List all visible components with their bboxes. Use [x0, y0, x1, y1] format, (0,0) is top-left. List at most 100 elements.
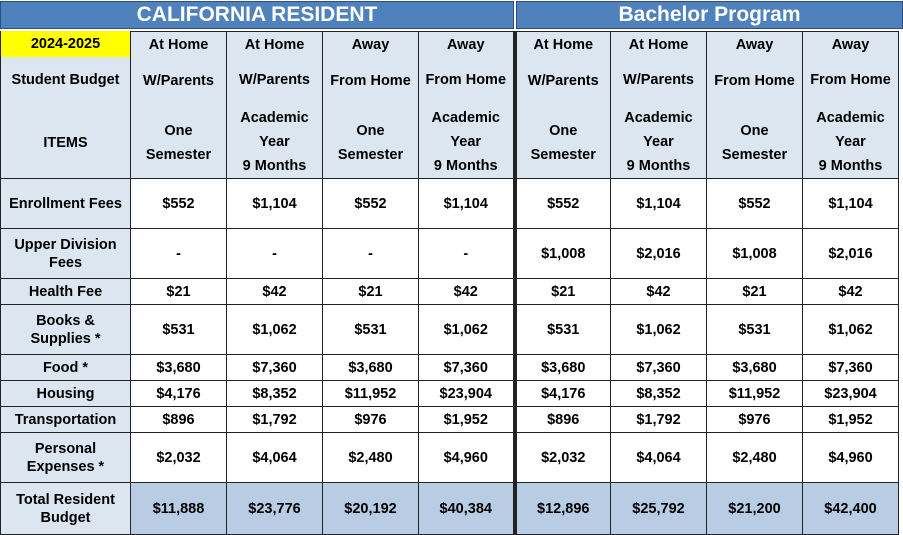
- table-row: Enrollment Fees $552 $1,104 $552 $1,104 $552 $…: [0, 178, 899, 229]
- column-header-period: One Semester: [707, 104, 802, 178]
- table-cell: $1,104: [802, 178, 899, 229]
- table-cell: $4,064: [610, 432, 707, 483]
- table-cell: $896: [512, 406, 611, 433]
- table-cell: $1,062: [226, 304, 323, 355]
- table-cell: $896: [130, 406, 227, 433]
- column-header-period: Academic Year 9 Months: [419, 102, 513, 178]
- table-cell: $3,680: [322, 354, 419, 381]
- column-header-line1: At Home: [628, 36, 689, 53]
- table-cell: $1,792: [610, 406, 707, 433]
- column-header-period: Academic Year 9 Months: [611, 102, 706, 178]
- table-cell: $8,352: [610, 380, 707, 407]
- total-row: Total Resident Budget $11,888 $23,776 $20,1…: [0, 482, 899, 535]
- year-tag: 2024-2025: [1, 31, 130, 57]
- column-header-line2: W/Parents: [623, 71, 694, 88]
- student-budget-label: Student Budget: [11, 72, 120, 88]
- column-header-3: Away From Home One Semester: [322, 31, 419, 179]
- column-header-7: Away From Home One Semester: [706, 31, 803, 179]
- column-header-period-line: One: [356, 123, 385, 139]
- table-cell: $2,480: [706, 432, 803, 483]
- table-cell: $4,176: [512, 380, 611, 407]
- column-header-period-line: Semester: [145, 147, 212, 163]
- table-row: Housing $4,176 $8,352 $11,952 $23,904 $4,176 $…: [0, 380, 899, 407]
- table-row: Food * $3,680 $7,360 $3,680 $7,360 $3,680 $7,3…: [0, 354, 899, 381]
- row-label: Housing: [0, 380, 131, 407]
- column-header-8: Away From Home Academic Year 9 Months: [802, 31, 899, 179]
- column-header-period-line: Semester: [530, 147, 596, 163]
- column-header-period-line: Academic: [431, 110, 500, 126]
- column-header-line2: From Home: [810, 71, 891, 88]
- header-label-cell: 2024-2025 Student Budget ITEMS: [0, 31, 131, 179]
- items-label: ITEMS: [1, 103, 130, 178]
- table-cell: $552: [706, 178, 803, 229]
- column-header-6: At Home W/Parents Academic Year 9 Months: [610, 31, 707, 179]
- column-header-period-line: Year: [643, 134, 674, 150]
- column-header-period-line: Year: [259, 134, 290, 150]
- row-label: Food *: [0, 354, 131, 381]
- table-cell: $531: [706, 304, 803, 355]
- column-header-period: One Semester: [517, 104, 611, 178]
- column-header-period-line: 9 Months: [818, 158, 883, 174]
- table-cell: $1,104: [226, 178, 323, 229]
- column-header-period: Academic Year 9 Months: [227, 102, 322, 178]
- table-cell: $4,960: [418, 432, 515, 483]
- total-cell: $25,792: [610, 482, 707, 535]
- column-header-line2: W/Parents: [527, 73, 599, 89]
- table-cell: $1,062: [418, 304, 515, 355]
- column-header-period-line: 9 Months: [433, 158, 498, 174]
- table-cell: $1,008: [706, 228, 803, 279]
- total-cell: $12,896: [512, 482, 611, 535]
- table-cell: $1,062: [610, 304, 707, 355]
- items-text: ITEMS: [43, 134, 88, 151]
- table-cell: -: [418, 228, 515, 279]
- table-cell: $531: [322, 304, 419, 355]
- total-cell: $20,192: [322, 482, 419, 535]
- table-cell: $2,480: [322, 432, 419, 483]
- column-header-period-line: Academic: [240, 110, 309, 126]
- total-cell: $42,400: [802, 482, 899, 535]
- table-cell: $42: [610, 278, 707, 305]
- table-row: Upper Division Fees - - - - $1,008 $2,016 $1,00…: [0, 228, 899, 279]
- table-cell: $1,104: [610, 178, 707, 229]
- column-header-line1: At Home: [533, 37, 594, 53]
- column-header-1: At Home W/Parents One Semester: [130, 31, 227, 179]
- table-cell: $7,360: [226, 354, 323, 381]
- table-cell: $531: [130, 304, 227, 355]
- table-cell: $42: [802, 278, 899, 305]
- column-header-line1: Away: [831, 36, 870, 53]
- column-header-period-line: Academic: [816, 110, 885, 126]
- table-cell: $1,952: [802, 406, 899, 433]
- row-label: Books & Supplies *: [0, 304, 131, 355]
- column-header-line2: W/Parents: [143, 73, 214, 89]
- column-header-line2: From Home: [425, 71, 507, 88]
- table-cell: $21: [706, 278, 803, 305]
- table-cell: $42: [418, 278, 515, 305]
- table-cell: $42: [226, 278, 323, 305]
- table-cell: $7,360: [610, 354, 707, 381]
- total-label: Total Resident Budget: [0, 482, 131, 535]
- table-cell: $7,360: [418, 354, 515, 381]
- table-cell: $1,104: [418, 178, 515, 229]
- table-cell: $2,016: [802, 228, 899, 279]
- table-cell: $552: [130, 178, 227, 229]
- header-row: 2024-2025 Student Budget ITEMS At Home W/Par…: [0, 31, 899, 179]
- column-header-period-line: Year: [835, 134, 866, 150]
- table-cell: $3,680: [706, 354, 803, 381]
- table-cell: $2,016: [610, 228, 707, 279]
- table-cell: $552: [322, 178, 419, 229]
- table-cell: $1,008: [512, 228, 611, 279]
- column-header-line1: At Home: [244, 36, 305, 53]
- table-cell: $4,960: [802, 432, 899, 483]
- row-label: Personal Expenses *: [0, 432, 131, 483]
- california-resident-banner: CALIFORNIA RESIDENT: [0, 1, 514, 29]
- table-cell: $21: [512, 278, 611, 305]
- table-row: Books & Supplies * $531 $1,062 $531 $1,062 $5…: [0, 304, 899, 355]
- total-cell: $23,776: [226, 482, 323, 535]
- table-cell: $1,062: [802, 304, 899, 355]
- row-label: Health Fee: [0, 278, 131, 305]
- table-cell: $531: [512, 304, 611, 355]
- bachelor-program-banner: Bachelor Program: [516, 1, 903, 29]
- column-header-line1: Away: [351, 37, 390, 53]
- table-cell: $3,680: [130, 354, 227, 381]
- column-header-line2: From Home: [330, 73, 411, 89]
